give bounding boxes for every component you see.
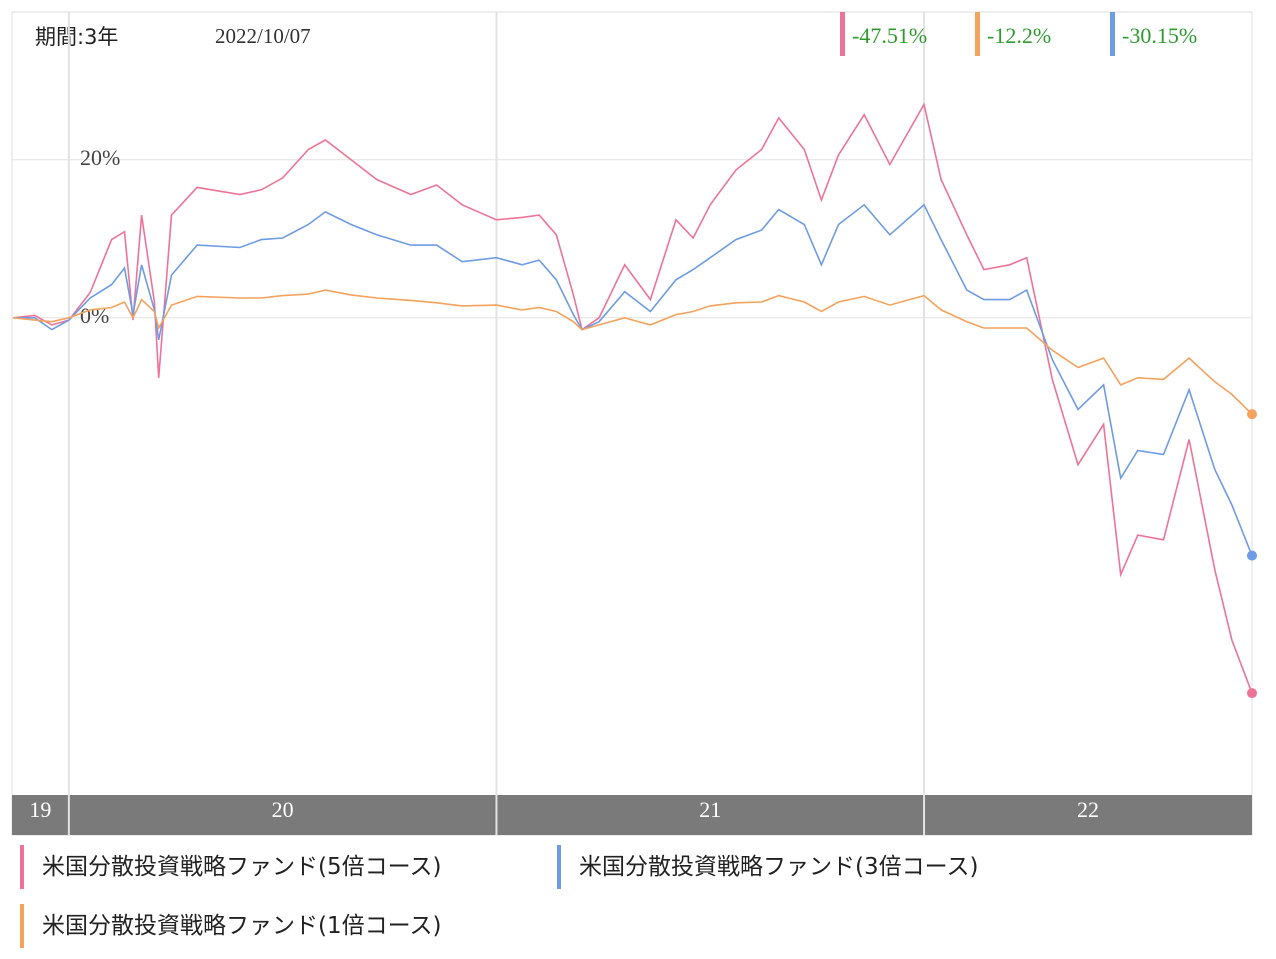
return-swatch: [1110, 12, 1115, 56]
x-period-label: 21: [699, 797, 721, 822]
end-marker: [1247, 688, 1257, 699]
series-line: [13, 102, 1253, 694]
return-label: -30.15%: [1122, 23, 1197, 48]
x-period-label: 20: [272, 797, 294, 822]
end-marker: [1247, 409, 1257, 420]
period-label: 期間:3年: [35, 25, 118, 49]
series-line: [13, 289, 1253, 415]
period-band: [12, 795, 1252, 835]
return-swatch: [975, 12, 980, 56]
series-line: [13, 203, 1253, 556]
return-label: -12.2%: [987, 23, 1051, 48]
date-label: 2022/10/07: [215, 24, 311, 48]
end-marker: [1247, 550, 1257, 561]
return-label: -47.51%: [852, 23, 927, 48]
legend-item: 米国分散投資戦略ファンド(1倍コース): [20, 904, 441, 948]
x-period-label: 19: [29, 797, 51, 822]
return-swatch: [840, 12, 845, 56]
legend-item: 米国分散投資戦略ファンド(3倍コース): [557, 845, 978, 889]
x-period-label: 22: [1077, 797, 1099, 822]
y-tick-label: 20%: [80, 145, 120, 170]
plot-frame: [11, 11, 1253, 836]
y-tick-label: 0%: [80, 303, 109, 328]
legend-item: 米国分散投資戦略ファンド(5倍コース): [20, 845, 441, 889]
chart: 期間:3年 2022/10/07 0% 20% 19 20 21 22 -47.51% -12…: [11, 11, 1257, 836]
